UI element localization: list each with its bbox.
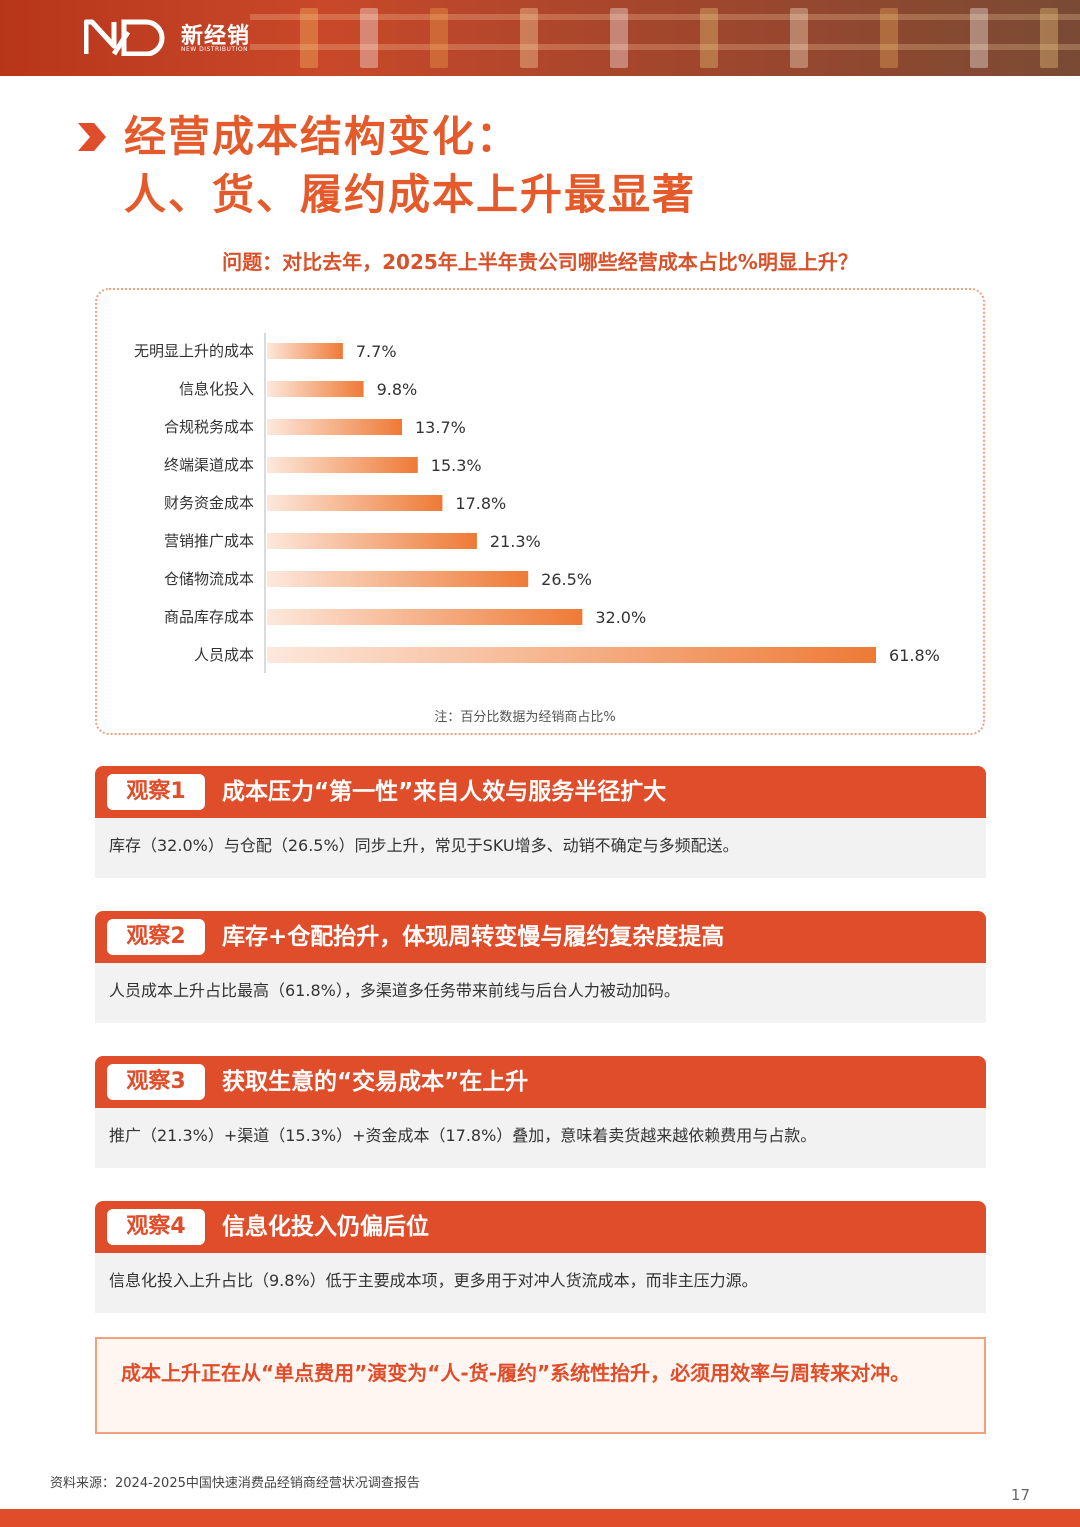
observation-body: 信息化投入上升占比（9.8%）低于主要成本项，更多用于对冲人货流成本，而非主压力… (95, 1253, 986, 1313)
bar (267, 647, 877, 663)
observation-title: 成本压力“第一性”来自人效与服务半径扩大 (222, 779, 667, 805)
observation-card-4: 观察4 信息化投入仍偏后位 信息化投入上升占比（9.8%）低于主要成本项，更多用… (95, 1201, 986, 1313)
observation-tag: 观察1 (107, 774, 205, 810)
shelf-product-decoration (300, 8, 318, 68)
bar (267, 419, 403, 435)
observation-title: 获取生意的“交易成本”在上升 (222, 1069, 529, 1095)
observation-header: 观察2 库存+仓配抬升，体现周转变慢与履约复杂度提高 (95, 911, 986, 963)
footer-bar (0, 1509, 1080, 1527)
observation-tag: 观察3 (107, 1064, 205, 1100)
shelf-product-decoration (880, 8, 898, 68)
observation-body: 人员成本上升占比最高（61.8%），多渠道多任务带来前线与后台人力被动加码。 (95, 963, 986, 1023)
shelf-product-decoration (520, 8, 538, 68)
brand-name-english: NEW DISTRIBUTION (181, 46, 249, 53)
chevron-right-icon (78, 123, 106, 151)
chart-note: 注：百分比数据为经销商占比% (434, 710, 616, 725)
observation-card-1: 观察1 成本压力“第一性”来自人效与服务半径扩大 库存（32.0%）与仓配（26… (95, 766, 986, 878)
bar-value-label: 13.7% (415, 418, 466, 437)
page-title: 经营成本结构变化： 人、货、履约成本上升最显著 (124, 108, 696, 224)
bar (267, 609, 583, 625)
category-label: 营销推广成本 (164, 532, 254, 550)
category-label: 终端渠道成本 (164, 456, 254, 474)
shelf-product-decoration (430, 8, 448, 68)
observation-tag: 观察2 (107, 919, 205, 955)
shelf-decoration (250, 44, 1080, 50)
category-label: 财务资金成本 (164, 494, 254, 512)
bar-value-label: 21.3% (490, 532, 541, 551)
conclusion-box: 成本上升正在从“单点费用”演变为“人-货-履约”系统性抬升，必须用效率与周转来对… (95, 1337, 986, 1434)
bar (267, 495, 443, 511)
observation-header: 观察1 成本压力“第一性”来自人效与服务半径扩大 (95, 766, 986, 818)
chart-container (95, 288, 985, 735)
shelf-product-decoration (790, 8, 808, 68)
bar (267, 571, 529, 587)
observation-title: 库存+仓配抬升，体现周转变慢与履约复杂度提高 (222, 924, 725, 950)
observation-tag: 观察4 (107, 1209, 205, 1245)
category-label: 合规税务成本 (164, 418, 254, 436)
observation-card-2: 观察2 库存+仓配抬升，体现周转变慢与履约复杂度提高 人员成本上升占比最高（61… (95, 911, 986, 1023)
observation-body: 库存（32.0%）与仓配（26.5%）同步上升，常见于SKU增多、动销不确定与多… (95, 818, 986, 878)
bar (267, 343, 343, 359)
brand-logo-icon (84, 19, 165, 56)
header-banner: 新经销 NEW DISTRIBUTION (0, 0, 1080, 76)
page-number: 17 (1010, 1486, 1030, 1504)
bar-chart: 无明显上升的成本 7.7% 信息化投入 9.8% 合规税务成本 13.7% 终端渠道成本 15… (134, 333, 940, 673)
shelf-product-decoration (700, 8, 718, 68)
bar (267, 457, 418, 473)
observation-header: 观察3 获取生意的“交易成本”在上升 (95, 1056, 986, 1108)
shelf-product-decoration (360, 8, 378, 68)
shelf-product-decoration (1040, 8, 1058, 68)
observation-card-3: 观察3 获取生意的“交易成本”在上升 推广（21.3%）+渠道（15.3%）+资… (95, 1056, 986, 1168)
category-label: 人员成本 (194, 646, 254, 664)
bar-value-label: 61.8% (889, 646, 940, 665)
bar-value-label: 9.8% (377, 380, 418, 399)
category-label: 商品库存成本 (164, 608, 254, 626)
bar (267, 533, 477, 549)
shelf-product-decoration (970, 8, 988, 68)
category-label: 无明显上升的成本 (134, 342, 254, 360)
shelf-product-decoration (610, 8, 628, 68)
bar-value-label: 15.3% (431, 456, 482, 475)
observation-header: 观察4 信息化投入仍偏后位 (95, 1201, 986, 1253)
bar-value-label: 7.7% (356, 342, 397, 361)
page-title-line2: 人、货、履约成本上升最显著 (124, 170, 697, 219)
category-label: 仓储物流成本 (164, 570, 254, 588)
observation-title: 信息化投入仍偏后位 (222, 1214, 429, 1240)
bar-value-label: 26.5% (541, 570, 592, 589)
page-title-line1: 经营成本结构变化： (124, 112, 521, 161)
bar-value-label: 32.0% (595, 608, 646, 627)
bar-value-label: 17.8% (455, 494, 506, 513)
data-source: 资料来源：2024-2025中国快速消费品经销商经营状况调查报告 (50, 1476, 420, 1491)
category-label: 信息化投入 (179, 380, 254, 398)
shelf-decoration (250, 14, 1080, 20)
bar (267, 381, 364, 397)
observation-body: 推广（21.3%）+渠道（15.3%）+资金成本（17.8%）叠加，意味着卖货越… (95, 1108, 986, 1168)
survey-question: 问题：对比去年，2025年上半年贵公司哪些经营成本占比%明显上升？ (222, 250, 858, 274)
brand-name: 新经销 (181, 24, 251, 49)
